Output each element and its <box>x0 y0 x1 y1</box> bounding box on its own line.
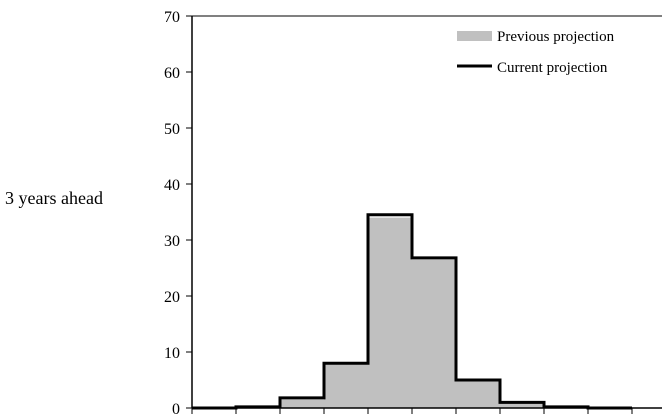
y-tick-label: 30 <box>164 233 180 250</box>
previous-projection-bar <box>280 399 324 408</box>
legend-previous-label: Previous projection <box>497 29 615 45</box>
y-tick-label: 50 <box>164 121 180 138</box>
current-projection-line <box>192 213 632 410</box>
axes: 0 10 20 30 40 50 60 70 <box>164 9 662 417</box>
legend: Previous projection Current projection <box>457 29 615 76</box>
y-tick-label: 60 <box>164 65 180 82</box>
y-tick-label: 10 <box>164 345 180 362</box>
previous-projection-bar <box>412 259 456 408</box>
previous-projection-bar <box>456 380 500 408</box>
previous-projection-bar <box>500 402 544 408</box>
y-tick-label: 20 <box>164 289 180 306</box>
y-tick-label: 0 <box>172 401 180 417</box>
y-tick-label: 70 <box>164 9 180 26</box>
legend-current-label: Current projection <box>497 60 608 76</box>
previous-projection-bars <box>236 217 588 408</box>
previous-projection-bar <box>324 363 368 408</box>
y-axis-label: 3 years ahead <box>5 188 103 208</box>
previous-projection-bar <box>368 217 412 408</box>
legend-previous-swatch <box>457 31 492 41</box>
y-tick-label: 40 <box>164 177 180 194</box>
